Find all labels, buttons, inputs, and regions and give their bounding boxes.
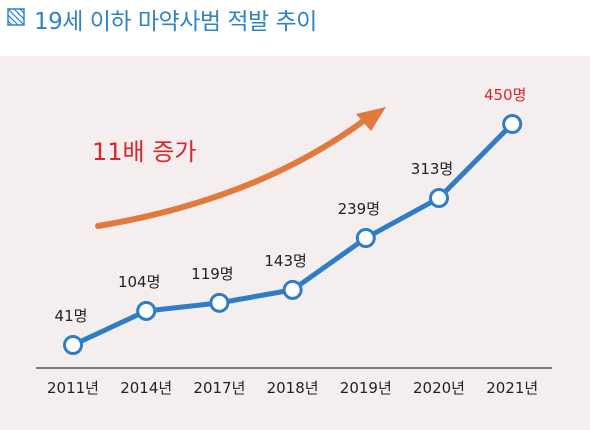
data-point xyxy=(502,114,523,134)
data-point xyxy=(136,300,157,321)
data-label: 239명 xyxy=(338,200,380,218)
data-label: 41명 xyxy=(55,307,88,325)
x-tick-label: 2017년 xyxy=(193,379,245,397)
data-label: 119명 xyxy=(191,265,233,283)
data-point xyxy=(355,228,376,249)
x-tick-label: 2019년 xyxy=(340,379,392,397)
data-point xyxy=(282,279,303,300)
data-point xyxy=(63,335,83,355)
data-point xyxy=(209,292,230,313)
trend-arrow-shaft xyxy=(95,119,365,229)
x-tick-label: 2021년 xyxy=(486,379,538,397)
data-label: 450명 xyxy=(484,86,526,104)
x-tick-label: 2020년 xyxy=(413,379,465,397)
growth-annotation: 11배 증가 xyxy=(92,138,196,166)
data-label: 143명 xyxy=(264,252,306,270)
data-label: 104명 xyxy=(118,273,160,291)
x-tick-label: 2011년 xyxy=(47,379,99,397)
hatched-square-icon xyxy=(7,8,25,26)
data-label: 313명 xyxy=(411,160,453,178)
x-tick-label: 2018년 xyxy=(267,379,319,397)
x-tick-label: 2014년 xyxy=(120,379,172,397)
chart-title: 19세 이하 마약사범 적발 추이 xyxy=(34,9,317,35)
trend-arrow-head xyxy=(356,107,386,131)
data-point xyxy=(429,188,449,209)
chart-header: 19세 이하 마약사범 적발 추이 xyxy=(0,0,590,56)
